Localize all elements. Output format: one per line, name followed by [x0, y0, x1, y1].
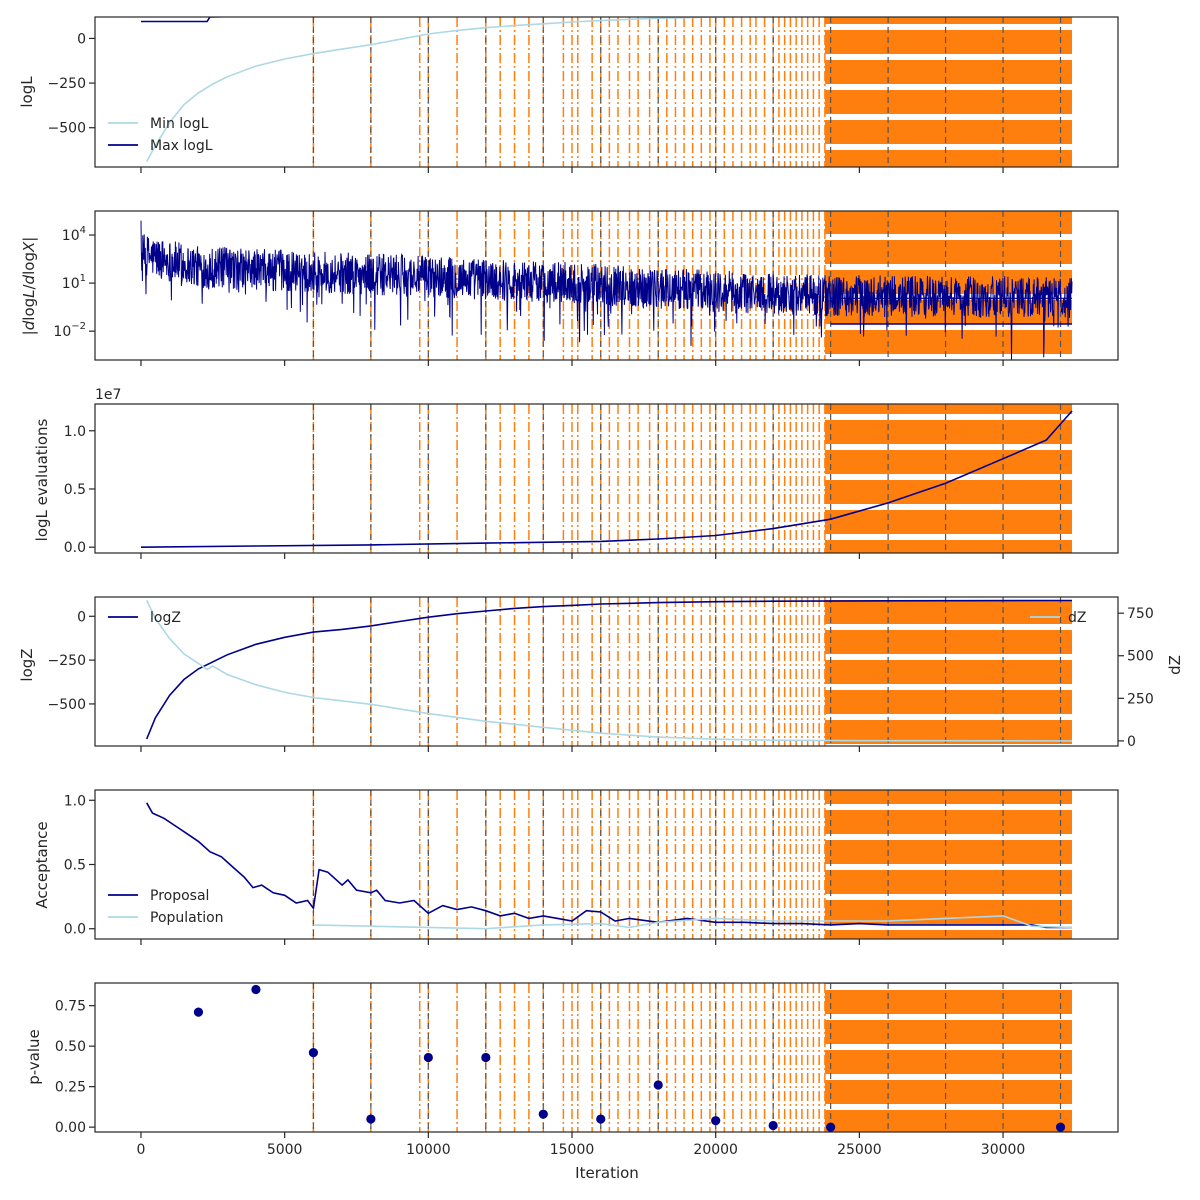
y-tick-label: 101	[62, 273, 86, 292]
series-line	[140, 410, 1073, 548]
y2-axis-title-dz: dZ	[1166, 655, 1184, 675]
y-tick-label: −250	[48, 76, 86, 92]
y2-tick-label: 750	[1127, 606, 1154, 622]
legend-label: Population	[150, 910, 224, 926]
orange-dense-band	[824, 790, 1073, 939]
y-tick-label: 104	[62, 225, 86, 244]
p-value-point	[596, 1114, 606, 1124]
orange-dense-band	[824, 983, 1073, 1132]
y2-tick-label: 500	[1127, 649, 1154, 665]
p-value-point	[1055, 1122, 1066, 1132]
legend-label: Min logL	[150, 116, 209, 132]
p-value-point	[768, 1120, 778, 1131]
p-value-point	[193, 1007, 204, 1017]
orange-dense-band	[824, 404, 1073, 553]
y-tick-label: 0.0	[64, 540, 86, 556]
y-tick-label: −500	[48, 697, 86, 713]
x-tick-label: 30000	[981, 1142, 1026, 1158]
y-axis-title-logl-evaluations: logL evaluations	[33, 418, 51, 541]
y-tick-label: 0.50	[55, 1039, 86, 1055]
legend-label: logZ	[150, 610, 181, 626]
legend-label: Max logL	[150, 138, 213, 154]
y-axis-title-logl: logL	[18, 76, 36, 108]
series-line	[313, 915, 1073, 930]
legend-label: dZ	[1068, 610, 1086, 626]
series-line	[145, 599, 1073, 740]
x-tick-label: 5000	[267, 1142, 303, 1158]
orange-dense-band	[824, 17, 1073, 167]
series-line	[141, 17, 251, 23]
plot-area	[140, 404, 1073, 553]
plot-area	[145, 597, 1073, 746]
panel-logl-evaluations: 0.0 0.5 1.0	[64, 403, 1119, 559]
axes-frame	[94, 596, 1119, 747]
p-value-point	[366, 1114, 376, 1124]
p-value-point	[251, 984, 261, 995]
axes-frame	[94, 403, 1119, 554]
plot-area	[146, 790, 1073, 939]
dlogl-dlogx-line	[140, 220, 1073, 360]
p-value-point	[653, 1080, 663, 1090]
y2-tick-label: 250	[1127, 691, 1154, 707]
y-tick-label: 0.00	[55, 1120, 86, 1136]
y-tick-label: 0.5	[64, 482, 86, 498]
x-axis-title-iteration: Iteration	[575, 1164, 639, 1182]
panel-logz: 0 −250 −500 0 250 500 750 logZ dZ	[48, 596, 1154, 752]
p-value-point	[308, 1048, 318, 1058]
series-line	[146, 802, 1072, 929]
panel-p-value: 0.00 0.25 0.50 0.75 0 5000 10000 15000 20000 2500…	[55, 982, 1119, 1158]
series-line	[145, 600, 1073, 742]
y-tick-label: 0.25	[55, 1080, 86, 1096]
y-tick-label: −250	[48, 653, 86, 669]
y-tick-label: 0	[77, 31, 86, 47]
plot-area	[141, 17, 1073, 167]
x-tick-label: 25000	[837, 1142, 882, 1158]
axes-frame	[94, 982, 1119, 1133]
y-tick-label: 10−2	[53, 321, 86, 340]
p-value-point	[423, 1052, 433, 1063]
x-tick-label: 0	[137, 1142, 146, 1158]
y-tick-label: −500	[48, 121, 86, 137]
panel-acceptance: 0.0 0.5 1.0 Proposal Population	[64, 789, 1119, 945]
p-value-point	[481, 1052, 491, 1063]
y-axis-title-acceptance: Acceptance	[33, 821, 51, 908]
x-tick-label: 20000	[693, 1142, 738, 1158]
y-axis-title-logz: logZ	[18, 648, 36, 681]
y-tick-label: 0.75	[55, 999, 86, 1015]
panel-logl: 0 −250 −500 Min logL Max logL	[48, 16, 1119, 173]
y-axis-title-p-value: p-value	[25, 1029, 43, 1085]
axes-frame	[94, 210, 1119, 361]
plot-area	[140, 211, 1073, 360]
axes-frame	[94, 16, 1119, 168]
x-tick-label: 10000	[406, 1142, 451, 1158]
y-tick-label: 1.0	[64, 424, 86, 440]
y-tick-label: 0.0	[64, 922, 86, 938]
p-value-point	[826, 1122, 836, 1132]
y-tick-label: 1.0	[64, 793, 86, 809]
panel-dlogl-dlogx: 104 101 10−2	[53, 210, 1119, 366]
orange-dense-band	[824, 597, 1073, 746]
legend-label: Proposal	[150, 888, 209, 904]
y2-tick-label: 0	[1127, 734, 1136, 750]
y-tick-label: 0	[77, 609, 86, 625]
y-axis-title-dlogl-dlogx: |dlogL/dlogX|	[20, 237, 38, 336]
x-tick-label: 15000	[550, 1142, 595, 1158]
p-value-point	[711, 1116, 721, 1126]
y-tick-label: 0.5	[64, 858, 86, 874]
offset-text-1e7: 1e7	[95, 387, 121, 403]
p-value-point	[538, 1109, 548, 1119]
plot-area	[193, 983, 1073, 1132]
